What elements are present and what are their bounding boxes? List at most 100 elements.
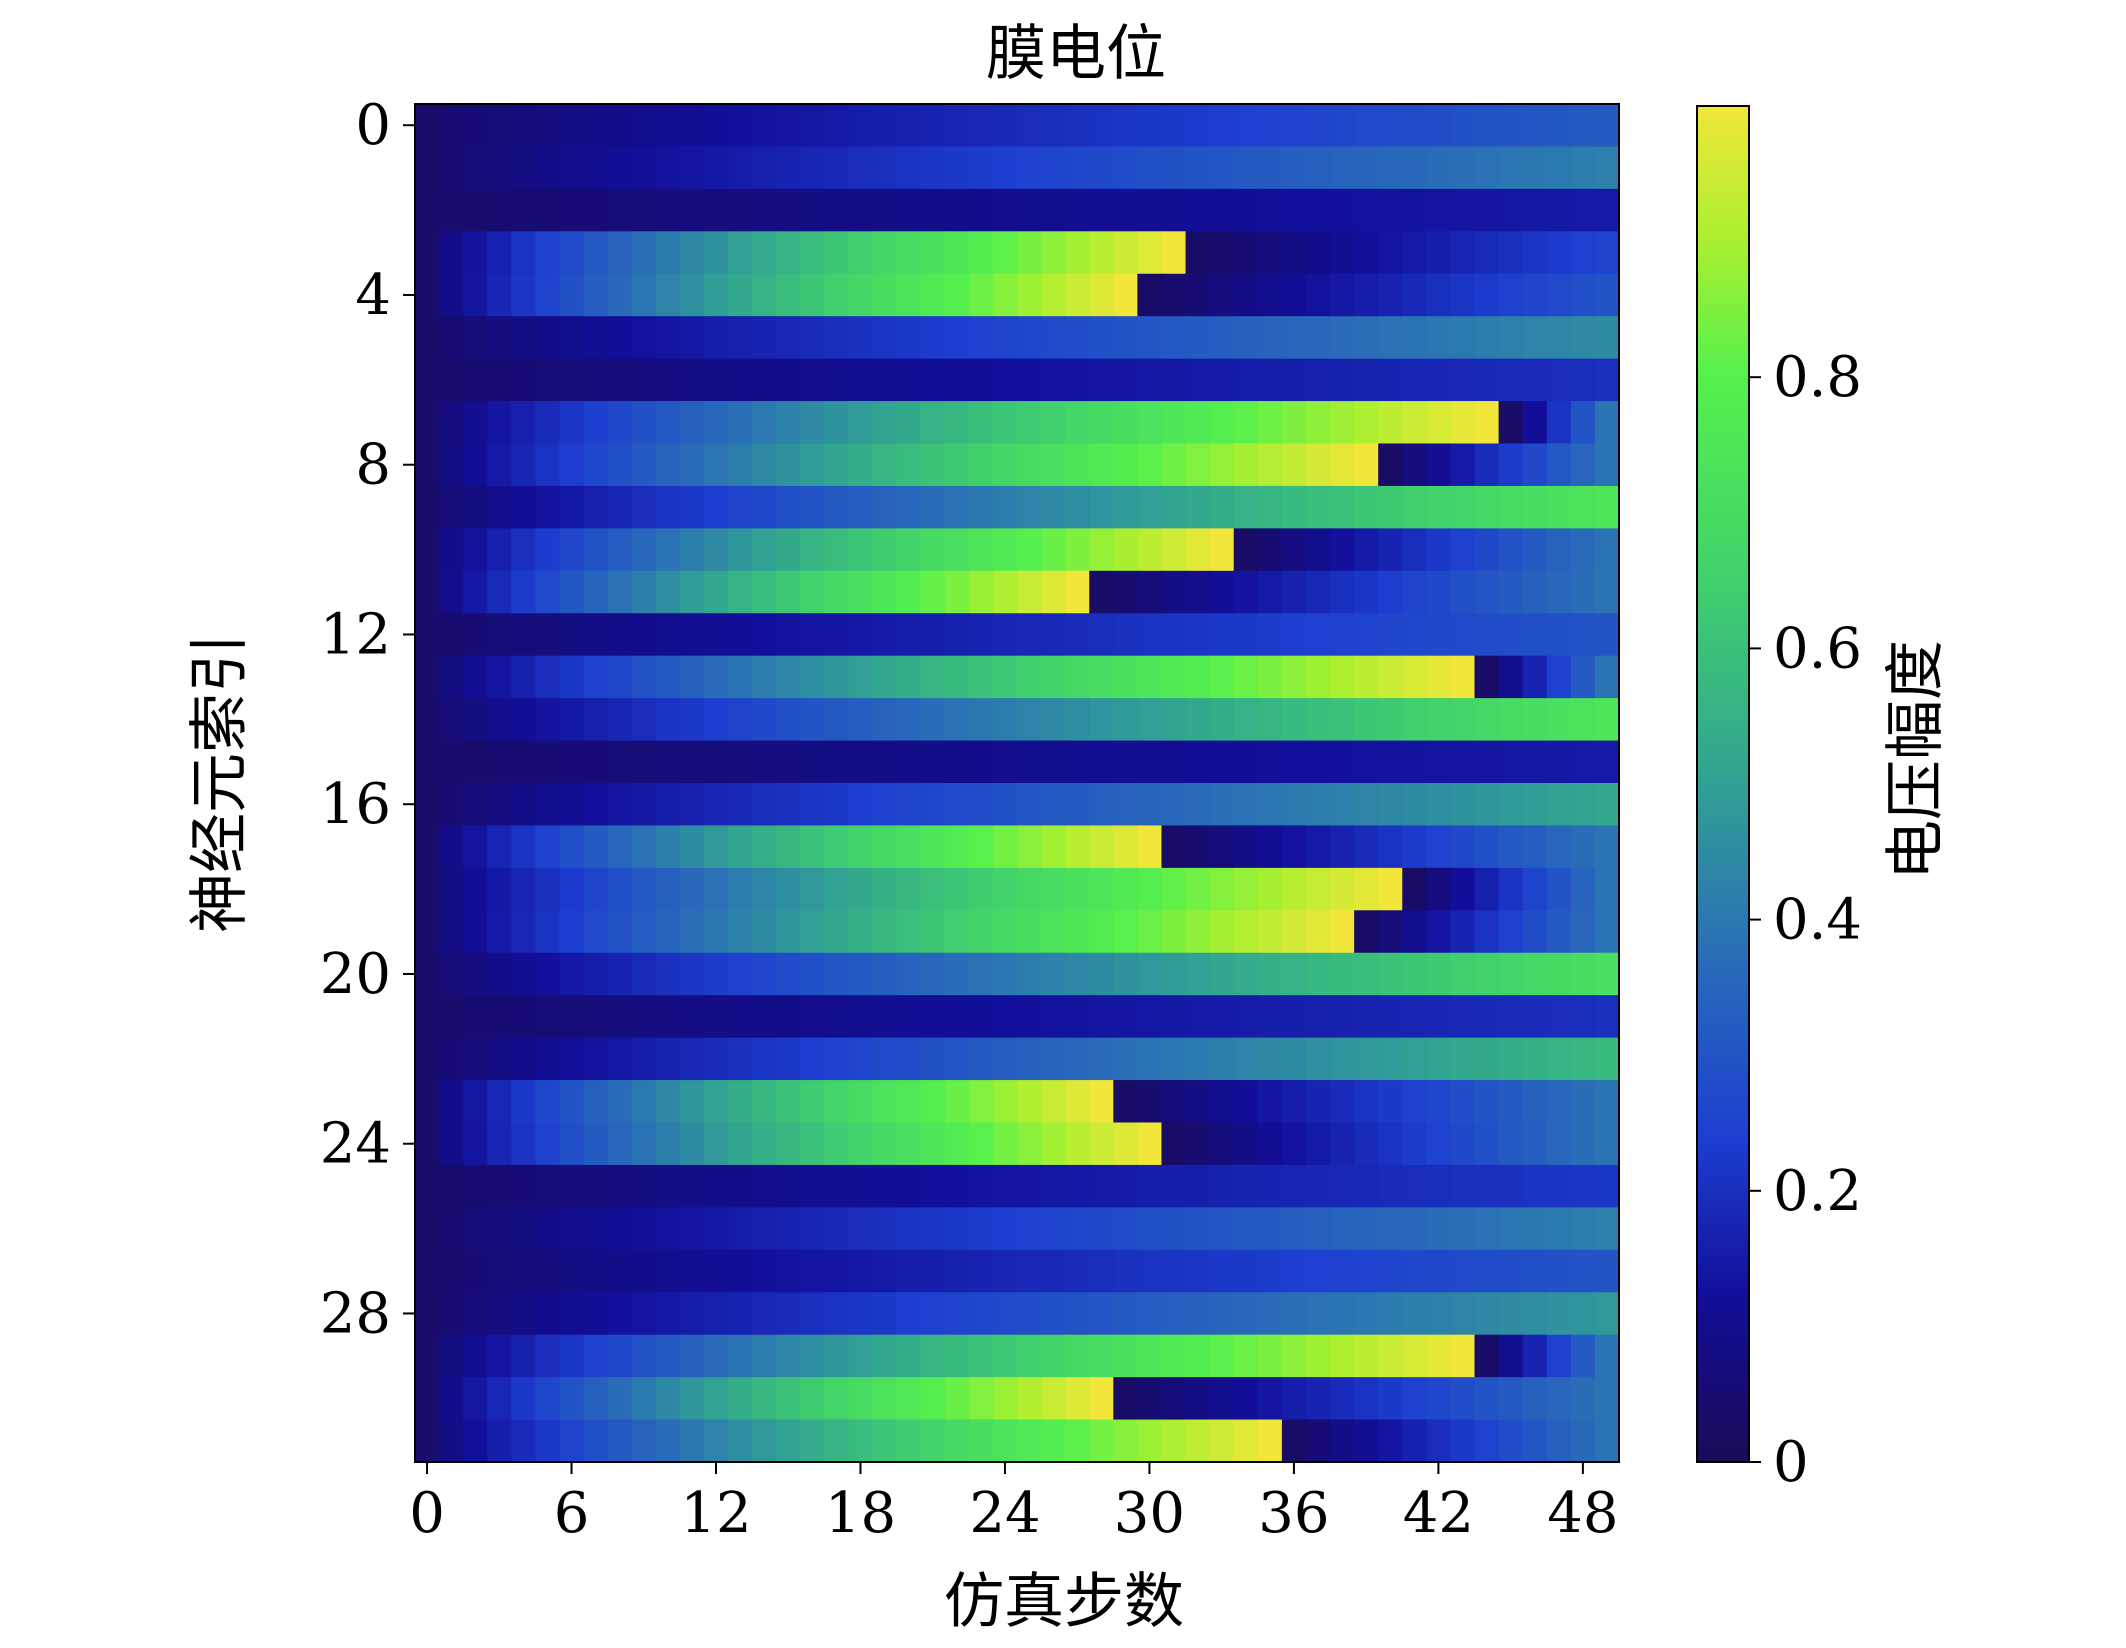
heatmap-cell <box>1546 146 1572 190</box>
heatmap-cell <box>1089 783 1114 827</box>
heatmap-cell <box>968 1419 994 1463</box>
heatmap-cell <box>1474 231 1500 275</box>
heatmap-cell <box>728 188 753 232</box>
heatmap-cell <box>824 1292 850 1336</box>
heatmap-cell <box>920 401 946 445</box>
heatmap-cell <box>872 783 898 827</box>
heatmap-cell <box>1450 783 1476 827</box>
heatmap-cell <box>655 188 681 232</box>
heatmap-cell <box>511 273 536 317</box>
heatmap-cell <box>1041 1164 1066 1208</box>
heatmap-cell <box>1330 1164 1355 1208</box>
heatmap-cell <box>1474 1037 1500 1081</box>
heatmap-cell <box>896 1164 922 1208</box>
heatmap-cell <box>535 1249 561 1293</box>
heatmap-cell <box>1522 188 1548 232</box>
heatmap-cell <box>1209 1334 1235 1378</box>
heatmap-cell <box>944 1334 970 1378</box>
heatmap-cell <box>848 783 874 827</box>
heatmap-cell <box>728 231 753 275</box>
heatmap-cell <box>1113 995 1138 1039</box>
heatmap-cell <box>1209 1249 1235 1293</box>
heatmap-cell <box>1522 401 1548 445</box>
heatmap-cell <box>1354 146 1379 190</box>
heatmap-cell <box>511 316 536 360</box>
heatmap-cell <box>944 1080 970 1124</box>
heatmap-cell <box>1498 104 1524 148</box>
heatmap-cell <box>728 1164 753 1208</box>
heatmap-cell <box>1354 358 1379 402</box>
heatmap-cell <box>848 231 874 275</box>
heatmap-cell <box>1498 613 1524 657</box>
heatmap-cell <box>1498 740 1524 784</box>
heatmap-cell <box>631 401 657 445</box>
heatmap-cell <box>1281 358 1307 402</box>
heatmap-cell <box>511 485 536 529</box>
heatmap-cell <box>1257 952 1283 996</box>
heatmap-cell <box>1185 698 1211 742</box>
heatmap-cell <box>728 995 753 1039</box>
heatmap-cell <box>968 1207 994 1251</box>
heatmap-cell <box>1137 273 1163 317</box>
heatmap-cell <box>535 952 561 996</box>
heatmap-cell <box>1161 867 1187 911</box>
heatmap-cell <box>1041 1334 1066 1378</box>
heatmap-cell <box>1089 146 1114 190</box>
heatmap-cell <box>752 1249 777 1293</box>
heatmap-cell <box>1209 104 1235 148</box>
heatmap-cell <box>1354 783 1379 827</box>
heatmap-cell <box>655 1122 681 1166</box>
heatmap-cell <box>1233 655 1259 699</box>
heatmap-cell <box>800 995 825 1039</box>
heatmap-cell <box>1185 783 1211 827</box>
heatmap-cell <box>1017 1164 1042 1208</box>
heatmap-cell <box>1450 570 1476 614</box>
heatmap-cell <box>1113 783 1138 827</box>
heatmap-cell <box>1281 1207 1307 1251</box>
heatmap-cell <box>1257 188 1283 232</box>
heatmap-cell <box>1233 528 1259 572</box>
heatmap-cell <box>631 570 657 614</box>
heatmap-cell <box>679 273 705 317</box>
heatmap-cell <box>1354 316 1379 360</box>
heatmap-cell <box>1137 995 1163 1039</box>
heatmap-cell <box>752 1377 777 1421</box>
heatmap-cell <box>583 867 609 911</box>
heatmap-cell <box>607 358 633 402</box>
heatmap-cell <box>631 231 657 275</box>
heatmap-cell <box>968 273 994 317</box>
heatmap-cell <box>872 952 898 996</box>
heatmap-cell <box>1017 698 1042 742</box>
heatmap-cell <box>872 698 898 742</box>
heatmap-cell <box>1281 1080 1307 1124</box>
heatmap-cell <box>1546 443 1572 487</box>
heatmap-cell <box>1017 825 1042 869</box>
heatmap-cell <box>1065 1122 1090 1166</box>
heatmap-cell <box>800 655 825 699</box>
heatmap-cell <box>1209 316 1235 360</box>
heatmap-cell <box>1474 825 1500 869</box>
heatmap-cell <box>992 1164 1018 1208</box>
heatmap-cell <box>703 740 729 784</box>
heatmap-cell <box>1281 1122 1307 1166</box>
heatmap-cell <box>607 443 633 487</box>
heatmap-cell <box>559 952 585 996</box>
heatmap-cell <box>487 273 512 317</box>
heatmap-cell <box>1402 443 1427 487</box>
heatmap-cell <box>824 613 850 657</box>
heatmap-cell <box>920 358 946 402</box>
heatmap-cell <box>1522 231 1548 275</box>
heatmap-cell <box>1522 1122 1548 1166</box>
heatmap-cell <box>1522 358 1548 402</box>
heatmap-cell <box>728 1377 753 1421</box>
heatmap-cell <box>896 485 922 529</box>
heatmap-cell <box>1498 528 1524 572</box>
heatmap-cell <box>1402 995 1427 1039</box>
heatmap-cell <box>1065 316 1090 360</box>
heatmap-cell <box>776 485 801 529</box>
heatmap-cell <box>992 273 1018 317</box>
heatmap-cell <box>1426 825 1452 869</box>
heatmap-cell <box>1065 613 1090 657</box>
heatmap-cell <box>511 655 536 699</box>
heatmap-cell <box>752 740 777 784</box>
